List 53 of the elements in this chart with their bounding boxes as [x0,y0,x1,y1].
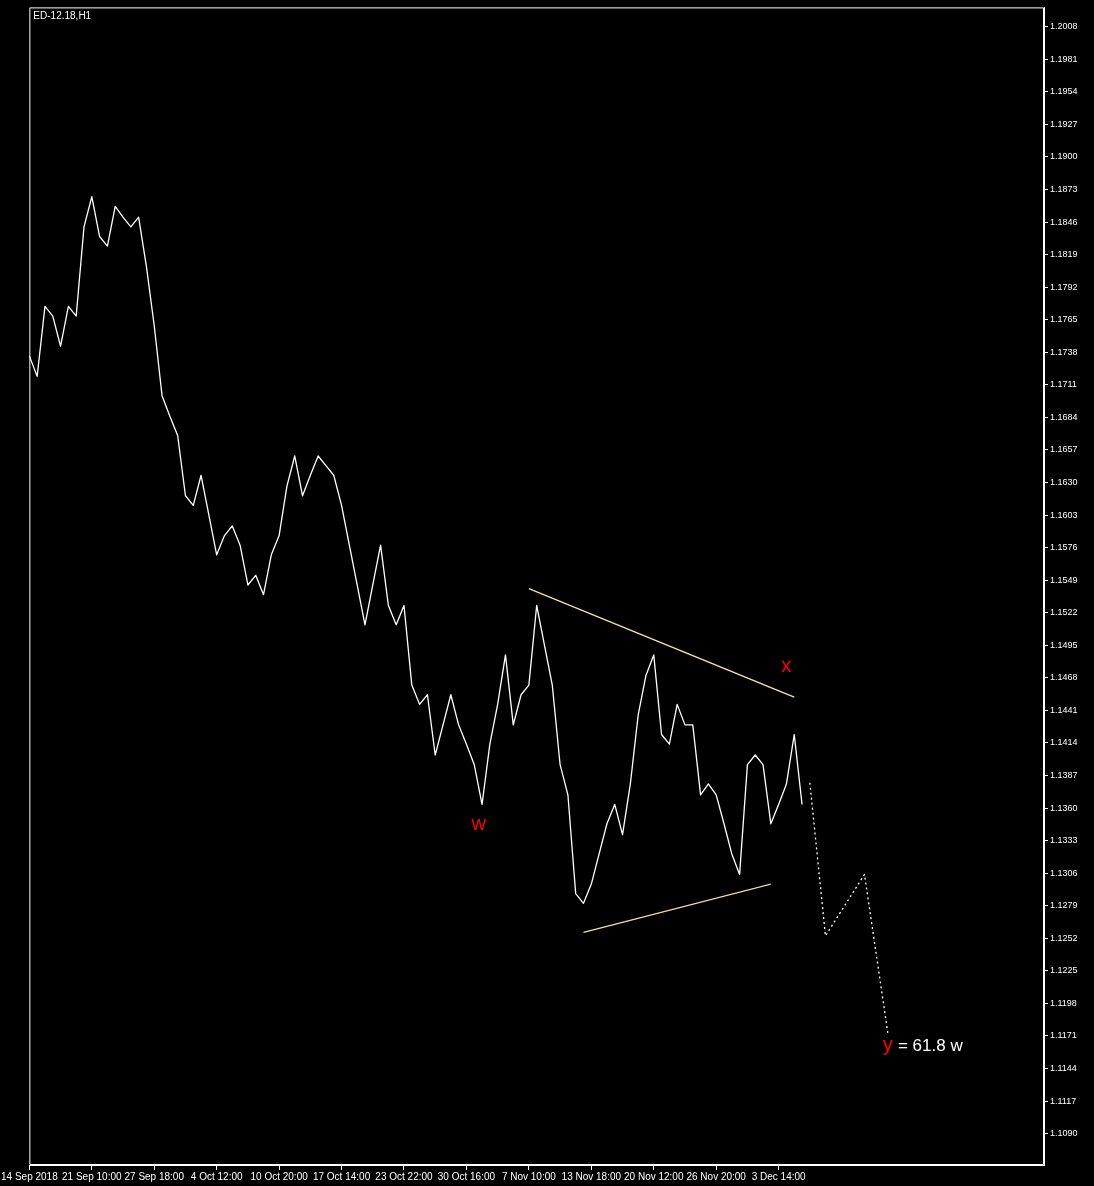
y-tick-label: 1.2008 [1050,21,1078,32]
y-tick-label: 1.1954 [1050,86,1078,97]
chart-title: ED-12.18,H1 [33,10,92,22]
y-tick-label: 1.1846 [1050,216,1078,227]
y-tick-label: 1.1603 [1050,509,1078,520]
x-tick-label: 3 Dec 14:00 [751,1170,807,1182]
x-tick-label: 10 Oct 20:00 [250,1170,309,1182]
y-tick-label: 1.1495 [1050,639,1078,650]
y-tick-label: 1.1252 [1050,932,1078,943]
x-tick-label: 4 Oct 12:00 [190,1170,243,1182]
y-tick-label: 1.1657 [1050,444,1078,455]
y-tick-label: 1.1171 [1050,1030,1077,1041]
y-tick-label: 1.1522 [1050,607,1078,618]
y-tick-label: 1.1468 [1050,672,1078,683]
line-series [809,782,889,1035]
x-tick-label: 14 Sep 2018 [1,1170,59,1182]
x-tick-label: 7 Nov 10:00 [501,1170,557,1182]
y-tick-label: 1.1225 [1050,965,1078,976]
annotation: x [781,653,792,676]
y-tick-label: 1.1900 [1050,151,1078,162]
y-tick-label: 1.1684 [1050,411,1078,422]
x-tick-label: 26 Nov 20:00 [686,1170,747,1182]
y-tick-label: 1.1873 [1050,183,1078,194]
y-tick-label: 1.1711 [1050,379,1077,390]
y-tick-label: 1.1792 [1050,281,1078,292]
y-tick-label: 1.1927 [1050,118,1078,129]
x-tick-label: 13 Nov 18:00 [561,1170,622,1182]
x-tick-label: 17 Oct 14:00 [312,1170,371,1182]
y-tick-label: 1.1819 [1050,249,1078,260]
y-tick-label: 1.1333 [1050,835,1078,846]
y-tick-label: 1.1090 [1050,1128,1078,1139]
y-tick-label: 1.1387 [1050,770,1078,780]
x-tick-label: 23 Oct 22:00 [375,1170,434,1182]
y-tick-label: 1.1414 [1050,737,1078,748]
y-tick-label: 1.1279 [1050,900,1078,911]
y-tick-label: 1.1630 [1050,476,1078,487]
annotation: y = 61.8 w [882,1033,964,1056]
y-tick-label: 1.1144 [1050,1063,1077,1074]
y-tick-label: 1.1738 [1050,346,1078,357]
y-tick-label: 1.1441 [1050,704,1078,715]
x-tick-label: 30 Oct 16:00 [437,1170,496,1182]
x-tick-label: 20 Nov 12:00 [624,1170,684,1182]
y-tick-label: 1.1576 [1050,542,1078,553]
y-tick-label: 1.1198 [1050,997,1077,1008]
y-tick-label: 1.1306 [1050,867,1078,878]
x-tick-label: 21 Sep 10:00 [62,1170,122,1182]
annotation: w [470,812,487,835]
y-tick-label: 1.1117 [1050,1095,1077,1106]
y-tick-label: 1.1765 [1050,314,1078,325]
y-tick-label: 1.1549 [1050,574,1078,585]
y-tick-label: 1.1981 [1050,53,1078,64]
y-tick-label: 1.1360 [1050,802,1078,813]
x-tick-label: 27 Sep 18:00 [124,1170,185,1182]
